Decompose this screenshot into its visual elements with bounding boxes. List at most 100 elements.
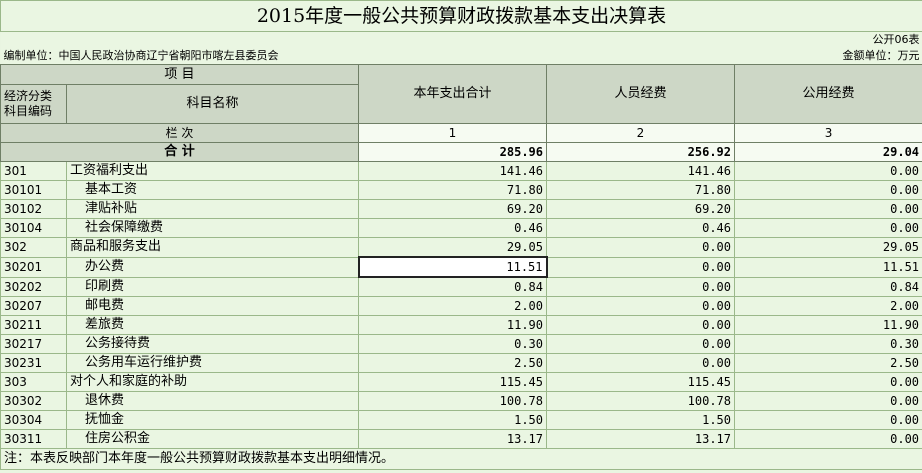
cell-code[interactable]: 30211 — [0, 315, 67, 335]
cell-code[interactable]: 30311 — [0, 429, 67, 449]
header-personnel[interactable]: 人员经费 — [546, 64, 735, 124]
table-title[interactable]: 2015年度一般公共预算财政拨款基本支出决算表 — [0, 0, 922, 32]
total-label[interactable]: 合 计 — [0, 142, 359, 162]
cell-name[interactable]: 邮电费 — [66, 296, 359, 316]
cell-name[interactable]: 津贴补贴 — [66, 199, 359, 219]
column-index-label[interactable]: 栏 次 — [0, 123, 359, 143]
cell-name[interactable]: 公务接待费 — [66, 334, 359, 354]
cell-personnel[interactable]: 0.00 — [546, 315, 735, 335]
cell-personnel[interactable]: 0.00 — [546, 334, 735, 354]
cell-name[interactable]: 抚恤金 — [66, 410, 359, 430]
cell-personnel[interactable]: 0.00 — [546, 276, 735, 297]
cell-total[interactable]: 0.30 — [358, 334, 547, 354]
cell-name[interactable]: 办公费 — [66, 256, 359, 278]
cell-public[interactable]: 0.84 — [733, 276, 922, 297]
table-note[interactable]: 注：本表反映部门本年度一般公共预算财政拨款基本支出明细情况。 — [0, 448, 922, 470]
cell-total[interactable]: 0.46 — [358, 218, 547, 238]
cell-public[interactable]: 0.00 — [733, 410, 922, 430]
table-row: 30101 基本工资 71.80 71.80 0.00 — [0, 180, 922, 200]
cell-name[interactable]: 印刷费 — [66, 276, 359, 297]
cell-name[interactable]: 公务用车运行维护费 — [66, 353, 359, 373]
amount-unit[interactable]: 金额单位：万元 — [734, 48, 922, 65]
cell-code[interactable]: 30217 — [0, 334, 67, 354]
cell-public[interactable]: 2.50 — [733, 353, 922, 373]
total-public[interactable]: 29.04 — [733, 142, 922, 162]
cell-public[interactable]: 0.00 — [733, 429, 922, 449]
cell-public[interactable]: 0.00 — [733, 180, 922, 200]
cell-name[interactable]: 社会保障缴费 — [66, 218, 359, 238]
column-index-2[interactable]: 2 — [546, 123, 735, 143]
cell-personnel[interactable]: 13.17 — [546, 429, 735, 449]
cell-total[interactable]: 141.46 — [358, 161, 547, 181]
total-personnel[interactable]: 256.92 — [546, 142, 735, 162]
cell-total[interactable]: 11.51 — [357, 256, 548, 278]
cell-total[interactable]: 100.78 — [358, 391, 547, 411]
cell-public[interactable]: 0.00 — [733, 199, 922, 219]
cell-name[interactable]: 商品和服务支出 — [66, 237, 359, 258]
cell-public[interactable]: 0.00 — [733, 218, 922, 238]
cell-code[interactable]: 30304 — [0, 410, 67, 430]
cell-public[interactable]: 0.00 — [733, 161, 922, 181]
cell-personnel[interactable]: 0.00 — [546, 353, 735, 373]
cell-public[interactable]: 2.00 — [733, 296, 922, 316]
column-index-1[interactable]: 1 — [358, 123, 547, 143]
table-number[interactable]: 公开06表 — [734, 31, 922, 48]
cell-total[interactable]: 2.00 — [358, 296, 547, 316]
cell-name[interactable]: 对个人和家庭的补助 — [66, 372, 359, 392]
cell-personnel[interactable]: 141.46 — [546, 161, 735, 181]
cell-personnel[interactable]: 115.45 — [546, 372, 735, 392]
cell-name[interactable]: 差旅费 — [66, 315, 359, 335]
cell-public[interactable]: 29.05 — [733, 237, 922, 258]
header-public[interactable]: 公用经费 — [733, 64, 922, 124]
cell-personnel[interactable]: 71.80 — [546, 180, 735, 200]
header-code[interactable]: 经济分类科目编码 — [0, 84, 67, 124]
cell-public[interactable]: 0.00 — [733, 391, 922, 411]
cell-personnel[interactable]: 0.00 — [546, 296, 735, 316]
cell-name[interactable]: 工资福利支出 — [66, 161, 359, 181]
cell-code[interactable]: 30201 — [0, 256, 67, 278]
cell-personnel[interactable]: 1.50 — [546, 410, 735, 430]
cell-total[interactable]: 29.05 — [358, 237, 547, 258]
cell-name[interactable]: 退休费 — [66, 391, 359, 411]
cell-code[interactable]: 303 — [0, 372, 67, 392]
cell-total[interactable]: 71.80 — [358, 180, 547, 200]
cell-public[interactable]: 0.30 — [733, 334, 922, 354]
cell-code[interactable]: 30102 — [0, 199, 67, 219]
cell-total[interactable]: 13.17 — [358, 429, 547, 449]
cell-personnel[interactable]: 100.78 — [546, 391, 735, 411]
cell-name[interactable]: 住房公积金 — [66, 429, 359, 449]
table-row: 30202 印刷费 0.84 0.00 0.84 — [0, 276, 922, 297]
cell-code[interactable]: 30104 — [0, 218, 67, 238]
header-item[interactable]: 项 目 — [0, 63, 359, 86]
cell-code[interactable]: 30202 — [0, 276, 67, 297]
table-row: 30231 公务用车运行维护费 2.50 0.00 2.50 — [0, 353, 922, 373]
cell-total[interactable]: 69.20 — [358, 199, 547, 219]
header-name[interactable]: 科目名称 — [66, 84, 359, 124]
table-row: 303 对个人和家庭的补助 115.45 115.45 0.00 — [0, 372, 922, 392]
cell-public[interactable]: 11.51 — [733, 256, 922, 278]
column-index-3[interactable]: 3 — [733, 123, 922, 143]
cell-code[interactable]: 30302 — [0, 391, 67, 411]
cell-code[interactable]: 302 — [0, 237, 67, 258]
cell-personnel[interactable]: 0.00 — [546, 256, 735, 278]
cell-code[interactable]: 30231 — [0, 353, 67, 373]
cell-public[interactable]: 11.90 — [733, 315, 922, 335]
compiling-unit[interactable]: 编制单位：中国人民政治协商辽宁省朝阳市喀左县委员会 — [0, 48, 547, 65]
cell-total[interactable]: 0.84 — [358, 276, 547, 297]
cell-total[interactable]: 115.45 — [358, 372, 547, 392]
cell-personnel[interactable]: 0.46 — [546, 218, 735, 238]
cell-total[interactable]: 1.50 — [358, 410, 547, 430]
cell-code[interactable]: 301 — [0, 161, 67, 181]
cell-public[interactable]: 0.00 — [733, 372, 922, 392]
table-row: 30201 办公费 11.51 0.00 11.51 — [0, 256, 922, 278]
cell-total[interactable]: 2.50 — [358, 353, 547, 373]
cell-name[interactable]: 基本工资 — [66, 180, 359, 200]
cell-code[interactable]: 30101 — [0, 180, 67, 200]
total-expenditure[interactable]: 285.96 — [358, 142, 547, 162]
header-total[interactable]: 本年支出合计 — [358, 64, 547, 124]
cell-code[interactable]: 30207 — [0, 296, 67, 316]
cell-personnel[interactable]: 0.00 — [546, 237, 735, 258]
table-row: 30304 抚恤金 1.50 1.50 0.00 — [0, 410, 922, 430]
cell-total[interactable]: 11.90 — [358, 315, 547, 335]
cell-personnel[interactable]: 69.20 — [546, 199, 735, 219]
